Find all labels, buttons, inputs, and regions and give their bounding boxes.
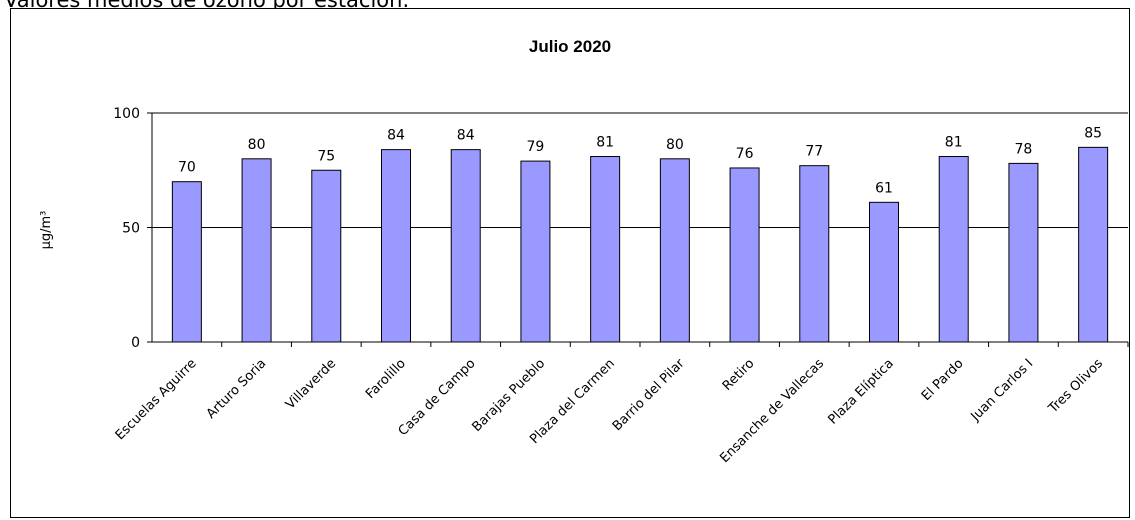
data-label: 81 xyxy=(945,135,963,151)
bar xyxy=(729,167,760,343)
data-label: 77 xyxy=(805,144,823,160)
data-label: 84 xyxy=(457,128,475,144)
bar xyxy=(241,158,272,343)
bar xyxy=(1078,146,1109,343)
x-tick-label: Villaverde xyxy=(283,356,339,412)
x-tick-label: Farolillo xyxy=(363,356,409,402)
x-tick-label: Barajas Pueblo xyxy=(470,356,549,435)
x-tick-label: Arturo Soria xyxy=(204,356,270,422)
bar xyxy=(520,160,551,343)
bar xyxy=(381,149,411,343)
chart-title: Julio 2020 xyxy=(529,37,611,56)
y-axis-label: µg/m³ xyxy=(39,211,54,250)
x-tick-label: Tres Olivos xyxy=(1045,356,1106,417)
x-tick-label: El Pardo xyxy=(919,356,967,404)
data-label: 61 xyxy=(875,180,893,196)
bar xyxy=(938,156,969,343)
bar xyxy=(799,165,830,343)
y-tick-label: 100 xyxy=(113,106,140,122)
data-label: 84 xyxy=(387,128,405,144)
data-label: 80 xyxy=(666,137,684,153)
y-tick-label: 50 xyxy=(122,221,140,237)
data-label: 76 xyxy=(736,146,754,162)
x-tick-label: Escuelas Aguirre xyxy=(113,356,200,443)
data-label: 75 xyxy=(317,148,335,164)
x-tick-label: Casa de Campo xyxy=(396,356,479,439)
data-label: 85 xyxy=(1084,125,1102,141)
bar xyxy=(171,181,202,343)
bar xyxy=(659,158,690,343)
bar xyxy=(311,169,342,343)
bar xyxy=(1008,162,1039,343)
x-tick-label: Plaza Elíptica xyxy=(826,356,897,427)
data-label: 78 xyxy=(1015,141,1033,157)
bar xyxy=(590,156,621,343)
x-tick-label: Barrio del Pilar xyxy=(610,356,688,434)
data-label: 80 xyxy=(248,137,266,153)
x-tick-label: Juan Carlos I xyxy=(968,356,1037,425)
data-label: 79 xyxy=(527,139,545,155)
y-tick-label: 0 xyxy=(131,335,140,351)
bar xyxy=(869,201,899,343)
x-tick-label: Retiro xyxy=(720,356,758,394)
data-label: 81 xyxy=(596,135,614,151)
bar xyxy=(450,149,481,343)
data-label: 70 xyxy=(178,160,196,176)
